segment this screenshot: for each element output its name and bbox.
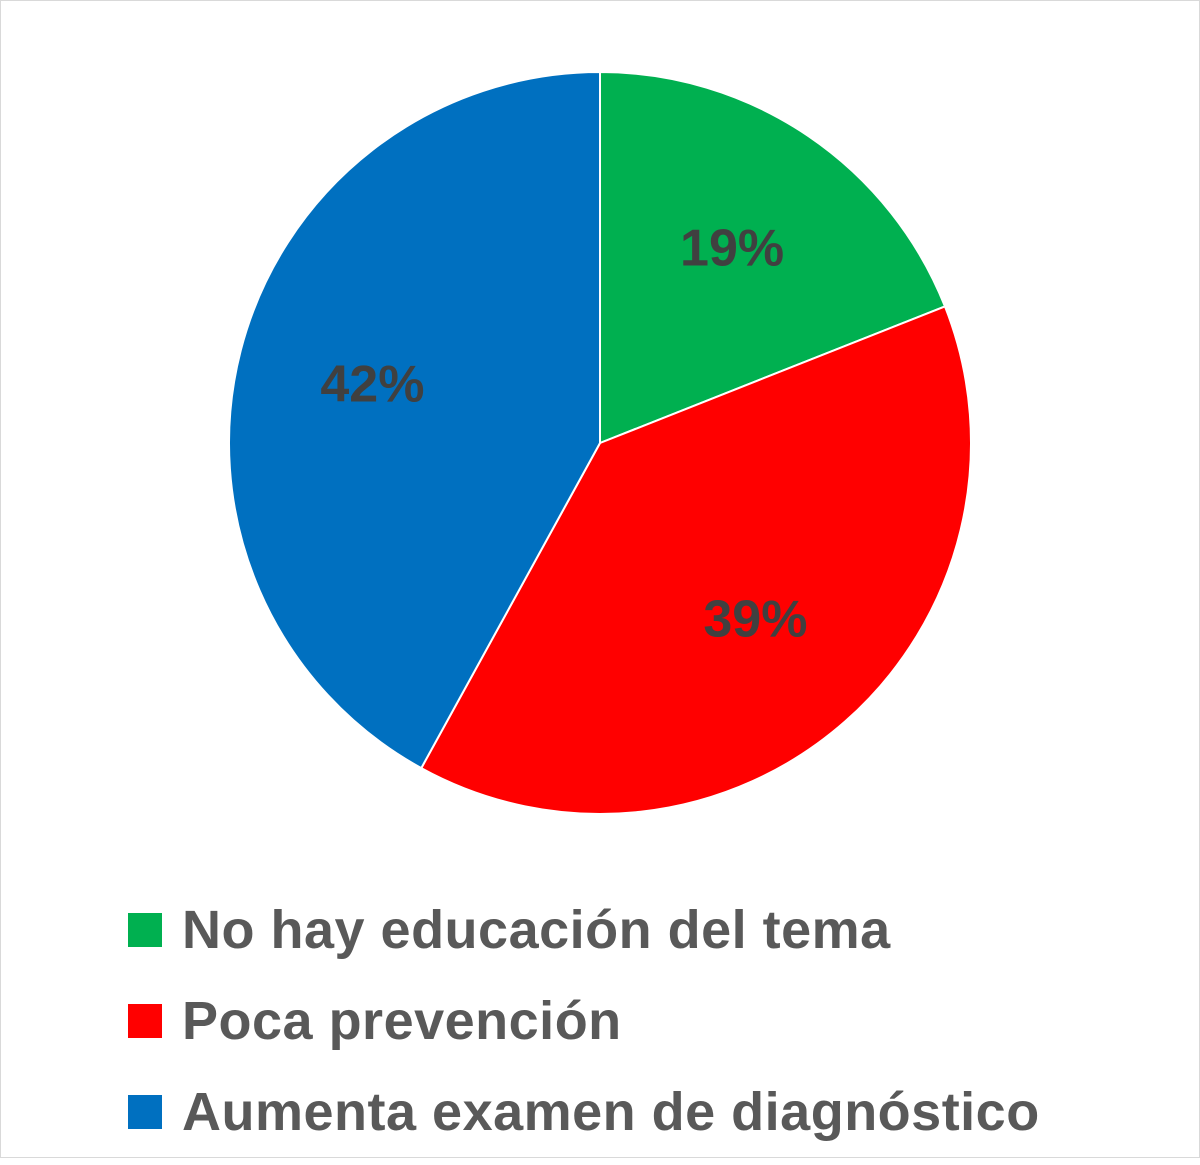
- legend-item-aumenta-examen: Aumenta examen de diagnóstico: [128, 1074, 1040, 1150]
- legend-item-no-hay-educacion: No hay educación del tema: [128, 892, 1040, 968]
- legend-item-poca-prevencion: Poca prevención: [128, 983, 1040, 1059]
- pie-slice-1: [599, 71, 946, 444]
- pie-chart: 19% 39% 42%: [228, 71, 972, 815]
- pie-data-labels: 19% 39% 42%: [320, 220, 807, 649]
- data-label-3: 42%: [320, 356, 424, 414]
- legend-label: No hay educación del tema: [182, 900, 891, 960]
- pie-slice-2: [420, 305, 972, 815]
- pie-slice-3: [228, 71, 601, 770]
- legend-swatch-blue: [128, 1095, 162, 1129]
- legend-label: Poca prevención: [182, 991, 622, 1051]
- legend-swatch-green: [128, 913, 162, 947]
- legend: No hay educación del tema Poca prevenció…: [128, 892, 1040, 1165]
- data-label-1: 19%: [680, 220, 784, 278]
- pie-slices: [228, 71, 972, 815]
- data-label-2: 39%: [703, 590, 807, 648]
- legend-swatch-red: [128, 1004, 162, 1038]
- legend-label: Aumenta examen de diagnóstico: [182, 1082, 1040, 1142]
